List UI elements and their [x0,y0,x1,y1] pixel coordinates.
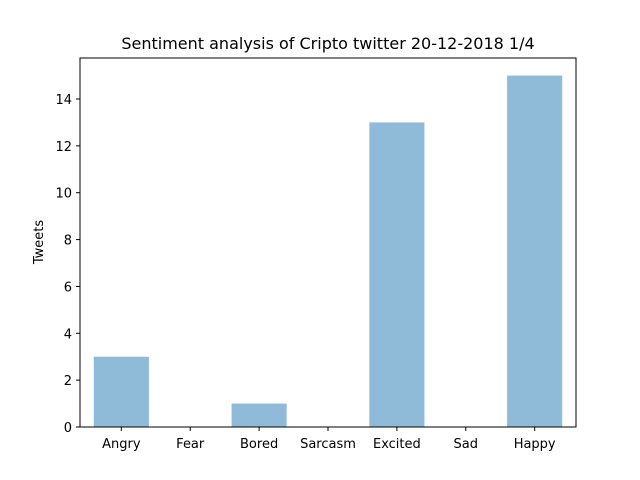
bar-happy [507,75,563,427]
chart-title: Sentiment analysis of Cripto twitter 20-… [121,34,534,53]
bar-excited [369,122,425,428]
bars-group [93,75,563,428]
y-axis-label: Tweets [32,220,47,266]
x-tick-label: Happy [514,437,556,452]
x-tick-label: Bored [240,437,278,452]
x-tick-label: Sad [454,437,478,452]
bar-bored [231,403,287,427]
x-tick-label: Angry [102,437,141,452]
y-axis: 0 2 4 6 8 10 12 14 [55,93,80,436]
y-tick-label: 10 [55,187,72,202]
y-tick-label: 2 [64,374,72,389]
y-tick-label: 12 [55,140,72,155]
y-tick-label: 6 [64,280,72,295]
x-tick-label: Excited [373,437,421,452]
plot-frame [79,57,577,428]
bar-angry [93,356,149,427]
y-tick-label: 14 [55,93,72,108]
x-tick-label: Sarcasm [300,437,356,452]
y-tick-label: 8 [64,234,72,249]
y-tick-label: 0 [64,421,72,436]
y-tick-label: 4 [64,327,72,342]
x-axis: Angry Fear Bored Sarcasm Excited Sad Happy [102,427,556,452]
x-tick-label: Fear [176,437,205,452]
